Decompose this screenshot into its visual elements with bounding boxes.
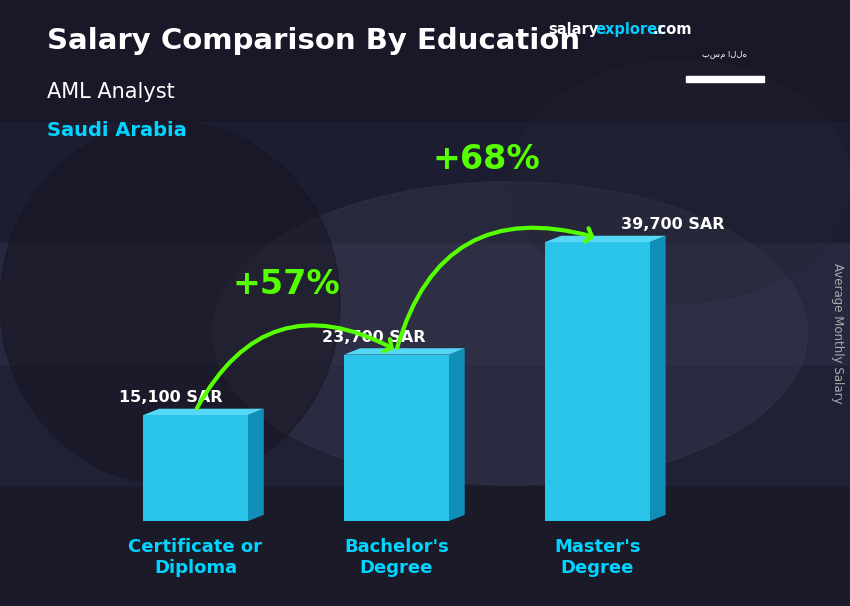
Ellipse shape: [510, 61, 850, 303]
Text: Saudi Arabia: Saudi Arabia: [47, 121, 186, 140]
Polygon shape: [247, 408, 264, 521]
Bar: [0, 242, 850, 364]
Polygon shape: [545, 236, 666, 242]
Text: .com: .com: [653, 22, 692, 38]
Text: +57%: +57%: [232, 268, 340, 301]
Text: 15,100 SAR: 15,100 SAR: [119, 390, 223, 405]
Text: 39,700 SAR: 39,700 SAR: [621, 217, 725, 232]
Bar: [685, 76, 763, 82]
Text: AML Analyst: AML Analyst: [47, 82, 174, 102]
Ellipse shape: [0, 121, 340, 485]
Text: Salary Comparison By Education: Salary Comparison By Education: [47, 27, 580, 55]
Bar: [0, 485, 850, 606]
Text: بسم الله: بسم الله: [702, 50, 747, 59]
Ellipse shape: [212, 182, 808, 485]
Bar: [144, 415, 247, 521]
Bar: [344, 355, 449, 521]
Polygon shape: [649, 236, 666, 521]
Bar: [0, 364, 850, 485]
Bar: [0, 121, 850, 242]
Polygon shape: [344, 348, 465, 355]
Polygon shape: [144, 408, 264, 415]
Bar: [545, 242, 649, 521]
Text: salary: salary: [548, 22, 598, 38]
Text: 23,700 SAR: 23,700 SAR: [322, 330, 426, 345]
Text: +68%: +68%: [433, 142, 541, 176]
Text: explorer: explorer: [595, 22, 665, 38]
Text: Average Monthly Salary: Average Monthly Salary: [830, 263, 844, 404]
Polygon shape: [449, 348, 465, 521]
Bar: [0, 0, 850, 121]
